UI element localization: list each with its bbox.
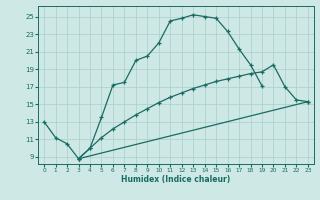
X-axis label: Humidex (Indice chaleur): Humidex (Indice chaleur) xyxy=(121,175,231,184)
